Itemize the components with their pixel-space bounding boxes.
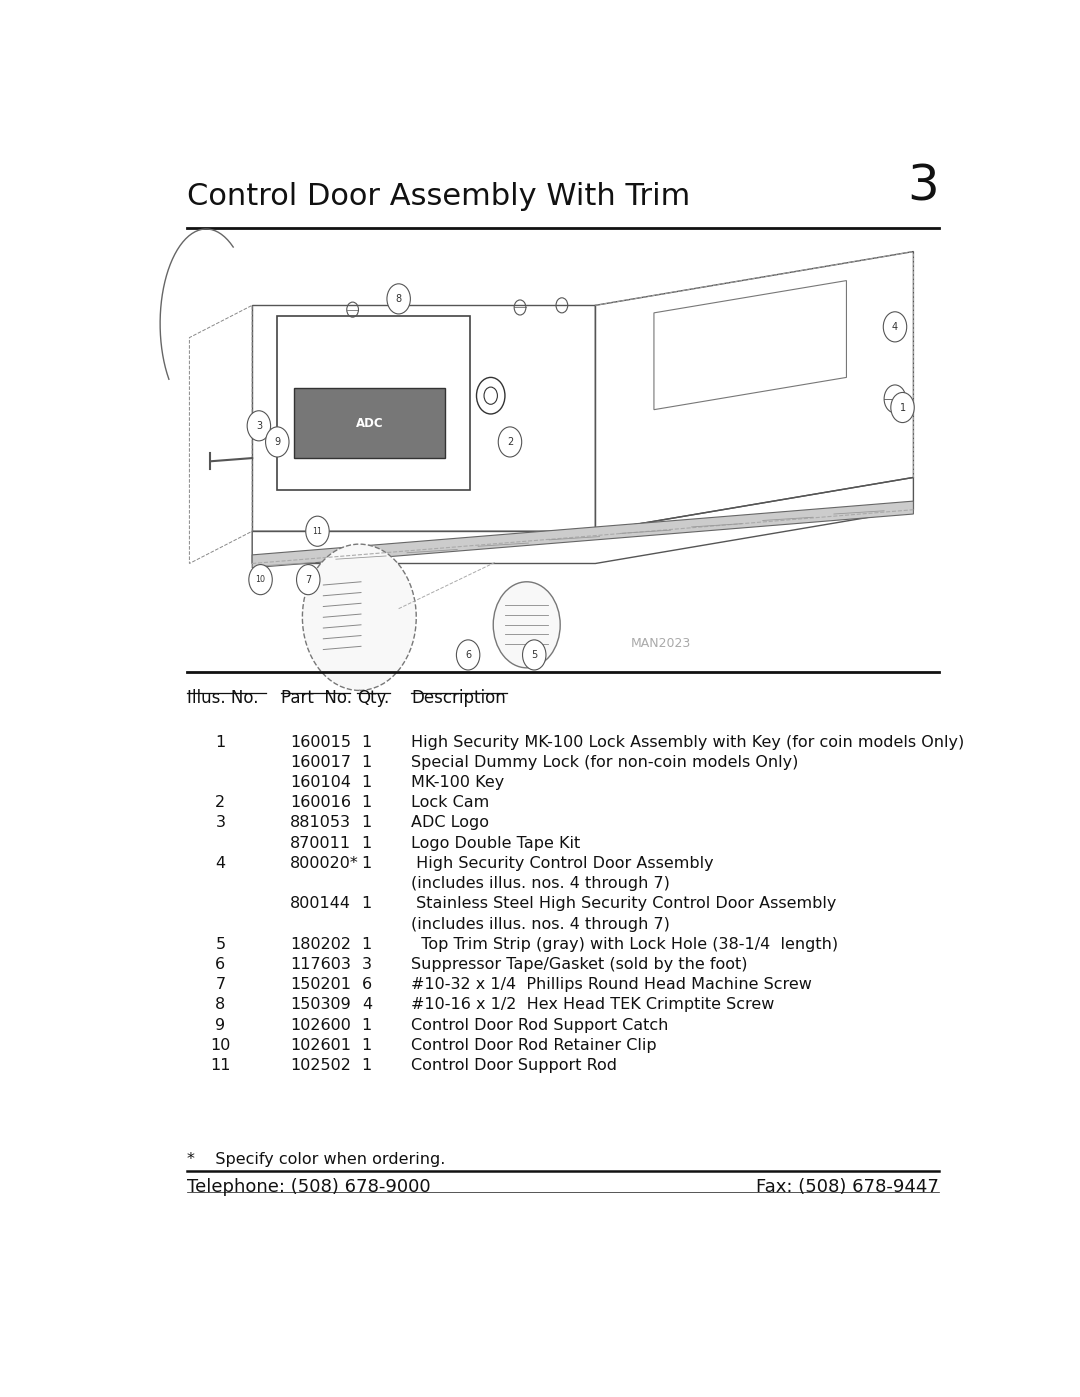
Text: 117603: 117603 [289,957,351,972]
Text: High Security Control Door Assembly: High Security Control Door Assembly [411,856,714,870]
Text: Control Door Rod Retainer Clip: Control Door Rod Retainer Clip [411,1038,657,1053]
Circle shape [498,427,522,457]
Text: Special Dummy Lock (for non-coin models Only): Special Dummy Lock (for non-coin models … [411,754,798,770]
Text: 8: 8 [395,293,402,305]
Text: 160016: 160016 [289,795,351,810]
Text: *    Specify color when ordering.: * Specify color when ordering. [187,1153,445,1166]
Text: 1: 1 [362,775,372,789]
Text: 1: 1 [362,1017,372,1032]
Text: 1: 1 [362,1058,372,1073]
Circle shape [306,515,329,546]
Text: Qty.: Qty. [356,689,389,707]
Text: 1: 1 [362,835,372,851]
Text: (includes illus. nos. 4 through 7): (includes illus. nos. 4 through 7) [411,916,670,932]
Text: 10: 10 [211,1038,230,1053]
Text: 1: 1 [362,856,372,870]
Text: 6: 6 [362,978,372,992]
Text: #10-16 x 1/2  Hex Head TEK Crimptite Screw: #10-16 x 1/2 Hex Head TEK Crimptite Scre… [411,997,774,1013]
Text: Illus. No.: Illus. No. [187,689,258,707]
Circle shape [302,545,416,690]
Text: 180202: 180202 [289,937,351,951]
Text: 881053: 881053 [289,816,351,830]
Text: 5: 5 [531,650,538,659]
Polygon shape [253,502,914,567]
Text: 4: 4 [362,997,372,1013]
Text: 160017: 160017 [289,754,351,770]
Text: 11: 11 [312,527,323,535]
Text: Description: Description [411,689,505,707]
Text: 1: 1 [362,937,372,951]
Text: #10-32 x 1/4  Phillips Round Head Machine Screw: #10-32 x 1/4 Phillips Round Head Machine… [411,978,812,992]
Text: 3: 3 [907,162,939,211]
Text: 1: 1 [362,795,372,810]
Text: 7: 7 [306,574,311,584]
Text: Lock Cam: Lock Cam [411,795,489,810]
Text: 9: 9 [215,1017,226,1032]
Text: 3: 3 [362,957,372,972]
Text: 1: 1 [900,402,906,412]
Text: ADC Logo: ADC Logo [411,816,489,830]
Text: 150309: 150309 [289,997,351,1013]
Circle shape [891,393,915,422]
Circle shape [266,427,289,457]
Circle shape [297,564,320,595]
Text: Control Door Support Rod: Control Door Support Rod [411,1058,617,1073]
Text: 1: 1 [362,754,372,770]
Text: 102502: 102502 [289,1058,351,1073]
Polygon shape [294,388,445,458]
Text: MAN2023: MAN2023 [631,637,691,650]
Text: 1: 1 [362,816,372,830]
Text: 2: 2 [215,795,226,810]
Circle shape [494,581,561,668]
Text: 800144: 800144 [289,897,351,911]
Text: 1: 1 [215,735,226,750]
Text: Top Trim Strip (gray) with Lock Hole (38-1/4  length): Top Trim Strip (gray) with Lock Hole (38… [411,937,838,951]
Text: 870011: 870011 [289,835,351,851]
Circle shape [248,564,272,595]
Text: Fax: (508) 678-9447: Fax: (508) 678-9447 [756,1178,939,1196]
Text: 7: 7 [215,978,226,992]
Text: Part  No.: Part No. [282,689,352,707]
Circle shape [457,640,480,671]
Text: 1: 1 [362,897,372,911]
Text: Suppressor Tape/Gasket (sold by the foot): Suppressor Tape/Gasket (sold by the foot… [411,957,747,972]
Text: High Security MK-100 Lock Assembly with Key (for coin models Only): High Security MK-100 Lock Assembly with … [411,735,964,750]
Text: Telephone: (508) 678-9000: Telephone: (508) 678-9000 [187,1178,431,1196]
Text: Control Door Rod Support Catch: Control Door Rod Support Catch [411,1017,669,1032]
Text: 800020*: 800020* [289,856,359,870]
Text: 8: 8 [215,997,226,1013]
Text: 6: 6 [215,957,226,972]
Text: 4: 4 [892,321,899,332]
Circle shape [387,284,410,314]
Circle shape [523,640,546,671]
Text: 1: 1 [362,1038,372,1053]
Text: Stainless Steel High Security Control Door Assembly: Stainless Steel High Security Control Do… [411,897,837,911]
Text: MK-100 Key: MK-100 Key [411,775,504,789]
Text: 150201: 150201 [289,978,351,992]
Text: ADC: ADC [355,418,383,430]
Text: 9: 9 [274,437,281,447]
Text: 1: 1 [362,735,372,750]
Circle shape [247,411,271,441]
Text: 3: 3 [256,420,262,430]
Text: 160104: 160104 [289,775,351,789]
Text: 10: 10 [256,576,266,584]
Text: 2: 2 [507,437,513,447]
Text: (includes illus. nos. 4 through 7): (includes illus. nos. 4 through 7) [411,876,670,891]
Text: 4: 4 [215,856,226,870]
Text: 11: 11 [211,1058,231,1073]
Text: 6: 6 [465,650,471,659]
Text: 102600: 102600 [289,1017,351,1032]
Circle shape [883,312,907,342]
Text: 3: 3 [215,816,226,830]
Text: Logo Double Tape Kit: Logo Double Tape Kit [411,835,580,851]
Text: 102601: 102601 [289,1038,351,1053]
Text: 5: 5 [215,937,226,951]
Text: Control Door Assembly With Trim: Control Door Assembly With Trim [187,182,690,211]
Text: 160015: 160015 [289,735,351,750]
